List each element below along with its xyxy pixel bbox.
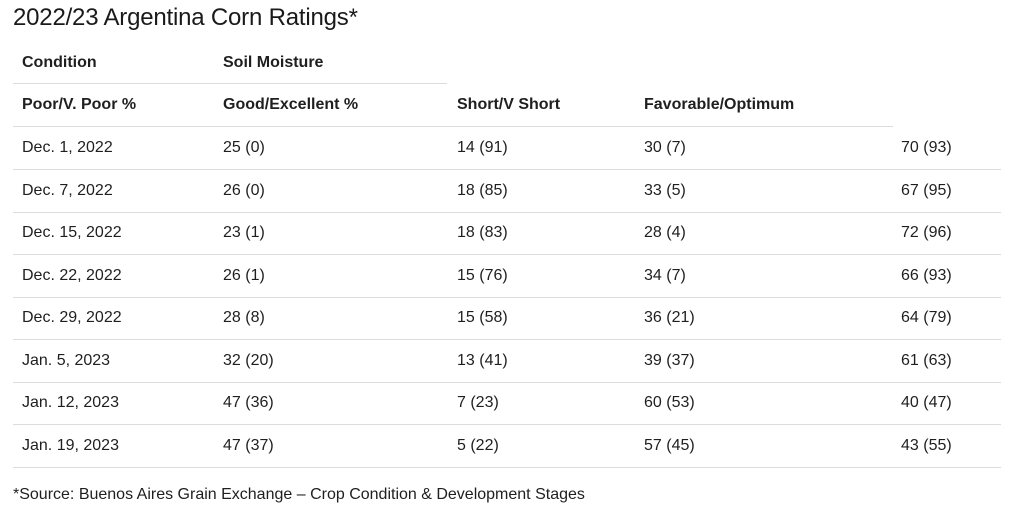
row-value: 13 (41): [457, 351, 508, 369]
row-value: 28 (8): [223, 309, 265, 326]
row-value: 61 (63): [901, 351, 952, 369]
header-poor: Poor/V. Poor %: [22, 96, 137, 113]
row-value: 39 (37): [644, 351, 695, 369]
row-value: 60 (53): [644, 394, 695, 411]
row-value: 30 (7): [644, 139, 686, 156]
row-value: 36 (21): [644, 309, 695, 326]
row-value: 43 (55): [901, 436, 952, 454]
table-row: Dec. 1, 2022 25 (0) 14 (91) 30 (7) 70 (93): [13, 127, 1001, 170]
row-value: 66 (93): [901, 266, 952, 284]
row-date: Dec. 29, 2022: [22, 309, 122, 326]
header-good: Good/Excellent %: [223, 96, 359, 113]
table-row: Jan. 19, 2023 47 (37) 5 (22) 57 (45) 43 (55): [13, 425, 1001, 468]
header-divider-top: [13, 83, 447, 84]
source-note: *Source: Buenos Aires Grain Exchange – C…: [13, 486, 585, 503]
header-condition: Condition: [22, 54, 97, 71]
row-value: 15 (58): [457, 309, 508, 326]
row-value: 34 (7): [644, 266, 686, 284]
row-value: 40 (47): [901, 394, 952, 411]
row-date: Jan. 12, 2023: [22, 394, 119, 411]
row-value: 25 (0): [223, 139, 265, 156]
row-value: 64 (79): [901, 309, 952, 326]
row-value: 23 (1): [223, 224, 265, 241]
row-value: 67 (95): [901, 181, 952, 199]
row-value: 28 (4): [644, 224, 686, 241]
row-date: Jan. 19, 2023: [22, 436, 119, 454]
row-value: 7 (23): [457, 394, 499, 411]
row-value: 18 (85): [457, 181, 508, 199]
page-title: 2022/23 Argentina Corn Ratings*: [13, 4, 358, 31]
row-date: Jan. 5, 2023: [22, 351, 111, 369]
row-value: 47 (37): [223, 436, 274, 454]
table-row: Jan. 5, 2023 32 (20) 13 (41) 39 (37) 61 (63): [13, 340, 1001, 383]
row-value: 70 (93): [901, 139, 952, 156]
row-value: 26 (1): [223, 266, 265, 284]
row-value: 18 (83): [457, 224, 508, 241]
row-date: Dec. 7, 2022: [22, 181, 113, 199]
row-date: Dec. 1, 2022: [22, 139, 113, 156]
row-value: 47 (36): [223, 394, 274, 411]
header-short: Short/V Short: [457, 96, 561, 113]
row-value: 5 (22): [457, 436, 499, 454]
header-soil-moisture: Soil Moisture: [223, 54, 324, 71]
row-value: 15 (76): [457, 266, 508, 284]
table-row: Dec. 22, 2022 26 (1) 15 (76) 34 (7) 66 (93): [13, 255, 1001, 298]
table-row: Dec. 29, 2022 28 (8) 15 (58) 36 (21) 64 (79): [13, 297, 1001, 340]
table-row: Jan. 12, 2023 47 (36) 7 (23) 60 (53) 40 (47): [13, 382, 1001, 425]
header-divider-bottom: [13, 126, 893, 127]
table-row: Dec. 15, 2022 23 (1) 18 (83) 28 (4) 72 (96): [13, 212, 1001, 255]
row-value: 72 (96): [901, 224, 952, 241]
row-value: 26 (0): [223, 181, 265, 199]
row-value: 14 (91): [457, 139, 508, 156]
row-date: Dec. 22, 2022: [22, 266, 122, 284]
row-value: 57 (45): [644, 436, 695, 454]
table-row: Dec. 7, 2022 26 (0) 18 (85) 33 (5) 67 (95): [13, 170, 1001, 213]
row-date: Dec. 15, 2022: [22, 224, 122, 241]
header-favorable: Favorable/Optimum: [644, 96, 795, 113]
row-value: 32 (20): [223, 351, 274, 369]
row-value: 33 (5): [644, 181, 686, 199]
